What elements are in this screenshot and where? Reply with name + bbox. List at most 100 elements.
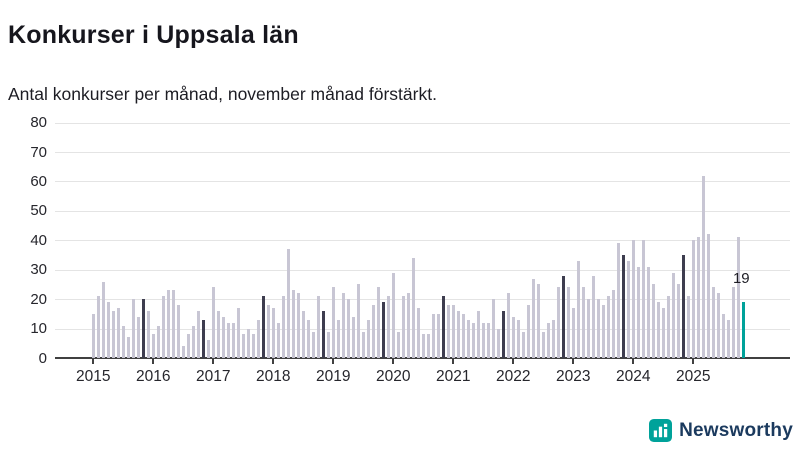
gridline-20	[55, 299, 790, 301]
bar-2022-08	[546, 322, 551, 358]
bar-2015-12	[146, 310, 151, 358]
bar-2015-08	[126, 337, 131, 358]
bar-2020-05	[411, 257, 416, 358]
bar-2020-10	[436, 313, 441, 358]
bar-2021-12	[506, 293, 511, 358]
bar-2022-04	[526, 305, 531, 358]
bar-2019-05	[351, 316, 356, 358]
gridline-40	[55, 240, 790, 242]
bar-2023-09	[611, 290, 616, 358]
bar-2021-11	[501, 310, 506, 358]
bar-2024-02	[636, 266, 641, 358]
bar-2021-10	[496, 328, 501, 358]
bar-2022-12	[566, 287, 571, 358]
bar-2018-02	[276, 322, 281, 358]
bar-2018-07	[301, 310, 306, 358]
bar-2025-02	[696, 237, 701, 358]
bar-2017-08	[246, 328, 251, 358]
x-tick-label-2020: 2020	[376, 368, 411, 385]
bar-2021-03	[461, 313, 466, 358]
bar-2023-04	[586, 299, 591, 358]
bar-2022-02	[516, 319, 521, 358]
bar-2017-07	[241, 334, 246, 358]
bar-2017-09	[251, 334, 256, 358]
bar-2021-09	[491, 299, 496, 358]
bar-2023-11	[621, 255, 626, 358]
bar-2016-07	[181, 346, 186, 358]
bar-2015-03	[101, 281, 106, 358]
bar-2019-12	[386, 296, 391, 358]
bar-2015-06	[116, 307, 121, 358]
bar-2023-10	[616, 243, 621, 358]
x-tick-label-2021: 2021	[436, 368, 471, 385]
gridline-50	[55, 210, 790, 212]
bar-2023-05	[591, 275, 596, 358]
x-tick-2019	[332, 358, 335, 364]
bar-2024-07	[661, 307, 666, 358]
bar-2024-05	[651, 284, 656, 358]
latest-value-label: 19	[732, 270, 750, 288]
bar-2020-11	[441, 296, 446, 358]
x-tick-label-2023: 2023	[556, 368, 591, 385]
bar-2025-06	[716, 293, 721, 358]
bar-2015-11	[141, 299, 146, 358]
bar-2020-08	[426, 334, 431, 358]
x-tick-label-2018: 2018	[256, 368, 291, 385]
bar-2018-08	[306, 319, 311, 358]
bar-2025-10	[736, 237, 741, 358]
x-tick-2020	[392, 358, 395, 364]
bar-2016-04	[166, 290, 171, 358]
bar-2018-04	[286, 249, 291, 358]
x-tick-2023	[572, 358, 575, 364]
bar-2017-04	[226, 322, 231, 358]
page-title: Konkurser i Uppsala län	[8, 20, 299, 49]
gridline-10	[55, 328, 790, 330]
bar-2017-11	[261, 296, 266, 358]
bar-2023-08	[606, 296, 611, 358]
newsworthy-logo[interactable]: Newsworthy	[649, 419, 793, 442]
x-tick-label-2024: 2024	[616, 368, 651, 385]
bar-2023-07	[601, 305, 606, 358]
bar-2016-12	[206, 340, 211, 358]
y-tick-label-80: 80	[30, 114, 47, 132]
y-tick-label-0: 0	[38, 349, 47, 367]
bar-2017-10	[256, 319, 261, 358]
x-tick-2021	[452, 358, 455, 364]
bar-2017-12	[266, 305, 271, 358]
x-tick-2025	[692, 358, 695, 364]
bar-2024-01	[631, 240, 636, 358]
bar-2025-09	[731, 287, 736, 358]
x-tick-2024	[632, 358, 635, 364]
bar-2022-03	[521, 331, 526, 358]
bar-2020-09	[431, 313, 436, 358]
bar-2018-01	[271, 307, 276, 358]
bar-2023-02	[576, 260, 581, 358]
bar-2025-05	[711, 287, 716, 358]
x-tick-label-2025: 2025	[676, 368, 711, 385]
x-tick-2016	[152, 358, 155, 364]
bar-2019-04	[346, 299, 351, 358]
bar-2018-09	[311, 331, 316, 358]
bar-2020-06	[416, 307, 421, 358]
bar-2022-05	[531, 278, 536, 358]
bar-2021-07	[481, 322, 486, 358]
bar-2022-06	[536, 284, 541, 358]
bar-2020-07	[421, 334, 426, 358]
gridline-60	[55, 181, 790, 183]
x-axis-line	[55, 357, 790, 359]
bar-2020-03	[401, 296, 406, 358]
bar-2020-01	[391, 272, 396, 358]
gridline-80	[55, 122, 790, 124]
bar-2025-11	[741, 302, 746, 358]
bar-2015-10	[136, 316, 141, 358]
x-tick-2022	[512, 358, 515, 364]
gridline-70	[55, 152, 790, 154]
bar-2023-12	[626, 260, 631, 358]
bar-2021-08	[486, 322, 491, 358]
bar-2017-01	[211, 287, 216, 358]
bar-2024-10	[676, 284, 681, 358]
bar-2025-04	[706, 234, 711, 358]
bar-2025-03	[701, 175, 706, 358]
bar-2016-03	[161, 296, 166, 358]
